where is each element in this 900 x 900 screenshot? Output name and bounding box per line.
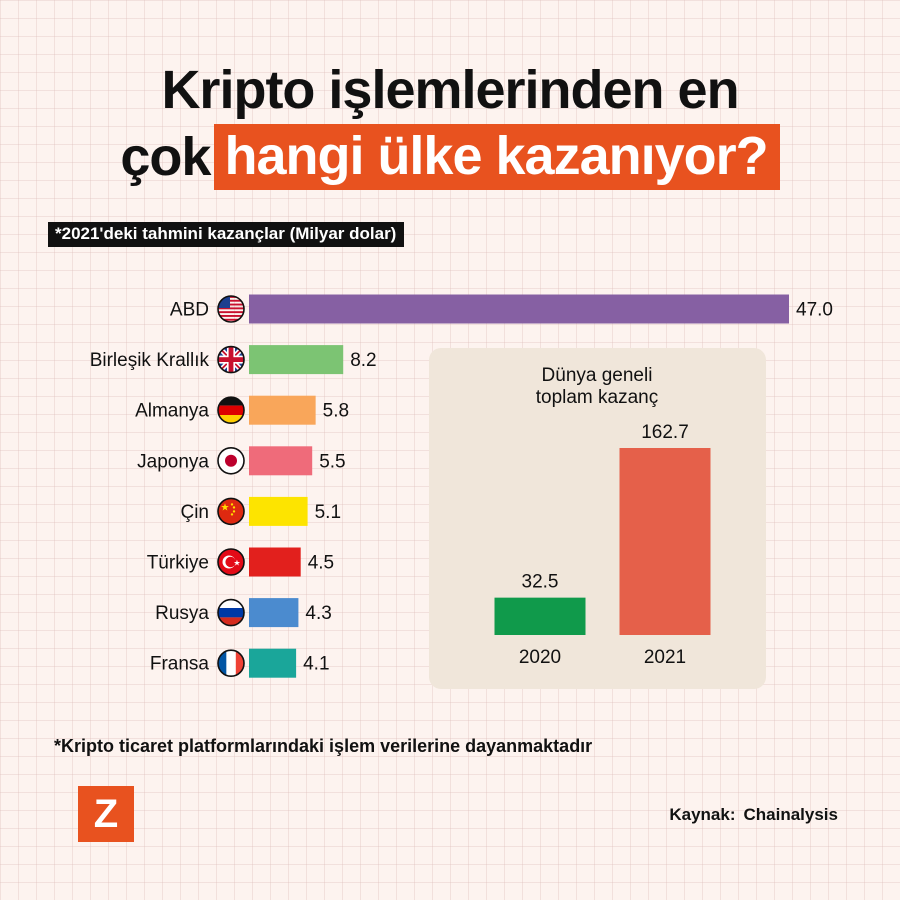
- chart-subtitle: *2021'deki tahmini kazançlar (Milyar dol…: [48, 222, 405, 247]
- year-bar: [619, 448, 711, 635]
- germany-flag-icon: [217, 396, 245, 425]
- japan-flag-icon: [217, 446, 245, 475]
- country-label: Japonya: [137, 451, 209, 472]
- country-bar: [249, 598, 299, 628]
- svg-text:★: ★: [233, 558, 240, 567]
- bar-value-label: 4.3: [305, 603, 331, 624]
- bar-value-label: 47.0: [796, 300, 833, 321]
- country-bar: [249, 294, 789, 324]
- country-bar-chart: ABD 47.0 Birleşik Krallık 8.2 Almanya 5.8 Japo…: [90, 294, 833, 678]
- uk-flag-icon: [217, 345, 245, 374]
- country-label: Çin: [180, 502, 209, 523]
- bar-value-label: 8.2: [350, 350, 376, 371]
- russia-flag-icon: [217, 598, 245, 627]
- chart-title-line1: Kripto işlemlerinden en: [161, 60, 739, 120]
- bar-value-label: 4.5: [308, 553, 334, 574]
- source-label: Kaynak:: [669, 805, 736, 824]
- country-label: Almanya: [135, 401, 209, 422]
- country-bar: [249, 395, 316, 425]
- chart-title-line2: çok hangi ülke kazanıyor?: [0, 124, 900, 190]
- country-bar: [249, 648, 297, 678]
- bar-value-label: 4.1: [303, 654, 329, 675]
- country-label: Birleşik Krallık: [90, 350, 210, 371]
- source: Kaynak: Chainalysis: [669, 805, 838, 825]
- year-label: 2020: [519, 647, 561, 668]
- logo: Z: [78, 786, 134, 842]
- bar-value-label: 5.5: [319, 451, 345, 472]
- bar-value-label: 5.1: [315, 502, 341, 523]
- country-label: ABD: [170, 300, 209, 321]
- year-bar-value: 162.7: [641, 422, 689, 443]
- inset-title-line: toplam kazanç: [536, 387, 659, 408]
- country-label: Fransa: [150, 654, 210, 675]
- title-plain-part: çok: [120, 127, 211, 187]
- footnote: *Kripto ticaret platformlarındaki işlem …: [54, 736, 593, 756]
- bar-value-label: 5.8: [323, 401, 349, 422]
- turkey-flag-icon: ★: [217, 548, 245, 576]
- year-bar: [494, 597, 586, 635]
- france-flag-icon: [217, 649, 245, 678]
- country-bar: [249, 547, 301, 577]
- country-bar: [249, 345, 344, 375]
- year-bar-value: 32.5: [522, 572, 559, 593]
- country-label: Rusya: [155, 603, 209, 624]
- country-bar: [249, 446, 313, 476]
- us-flag-icon: [217, 295, 245, 323]
- year-label: 2021: [644, 647, 686, 668]
- inset-title-line: Dünya geneli: [542, 365, 653, 386]
- china-flag-icon: ★: [217, 497, 245, 526]
- title-highlight-part: hangi ülke kazanıyor?: [214, 124, 780, 190]
- svg-text:★: ★: [221, 502, 230, 513]
- country-bar: [249, 496, 308, 526]
- country-label: Türkiye: [147, 553, 209, 574]
- source-value: Chainalysis: [743, 805, 839, 824]
